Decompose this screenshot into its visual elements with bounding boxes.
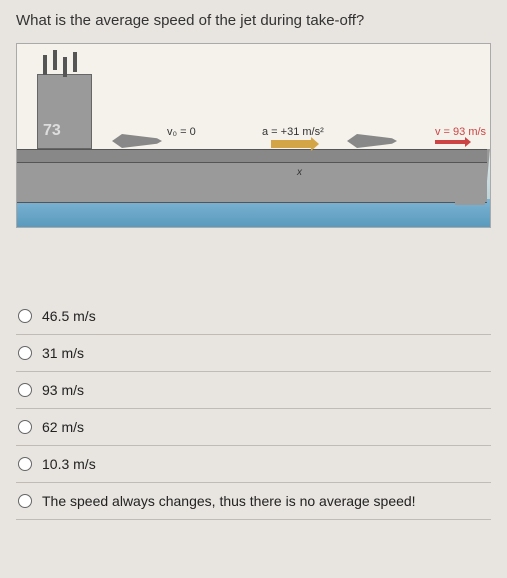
option-label: 93 m/s	[42, 382, 84, 398]
ship-deck	[17, 149, 487, 163]
radio-icon	[18, 383, 32, 397]
radio-icon	[18, 457, 32, 471]
option-label: 46.5 m/s	[42, 308, 96, 324]
velocity-arrow-icon	[435, 140, 465, 144]
radio-icon	[18, 346, 32, 360]
tower-number: 73	[43, 122, 61, 140]
option-label: The speed always changes, thus there is …	[42, 493, 416, 509]
diagram: 73 v₀ = 0 a = +31 m/s² v = 93 m/s x	[16, 43, 491, 228]
option-label: 10.3 m/s	[42, 456, 96, 472]
initial-velocity-label: v₀ = 0	[167, 126, 196, 138]
jet-end	[347, 134, 397, 148]
option-label: 62 m/s	[42, 419, 84, 435]
option-5[interactable]: The speed always changes, thus there is …	[16, 483, 491, 520]
radio-icon	[18, 420, 32, 434]
final-velocity-label: v = 93 m/s	[435, 126, 486, 138]
radio-icon	[18, 494, 32, 508]
option-2[interactable]: 93 m/s	[16, 372, 491, 409]
option-1[interactable]: 31 m/s	[16, 335, 491, 372]
options-list: 46.5 m/s 31 m/s 93 m/s 62 m/s 10.3 m/s T…	[16, 298, 491, 520]
water	[17, 199, 490, 227]
option-0[interactable]: 46.5 m/s	[16, 298, 491, 335]
x-axis-label: x	[297, 167, 302, 178]
question-text: What is the average speed of the jet dur…	[16, 12, 491, 29]
ship-hull	[17, 163, 487, 203]
option-4[interactable]: 10.3 m/s	[16, 446, 491, 483]
option-label: 31 m/s	[42, 345, 84, 361]
radio-icon	[18, 309, 32, 323]
jet-start	[112, 134, 162, 148]
option-3[interactable]: 62 m/s	[16, 409, 491, 446]
acceleration-arrow-icon	[271, 140, 311, 148]
quiz-card: What is the average speed of the jet dur…	[0, 0, 507, 532]
